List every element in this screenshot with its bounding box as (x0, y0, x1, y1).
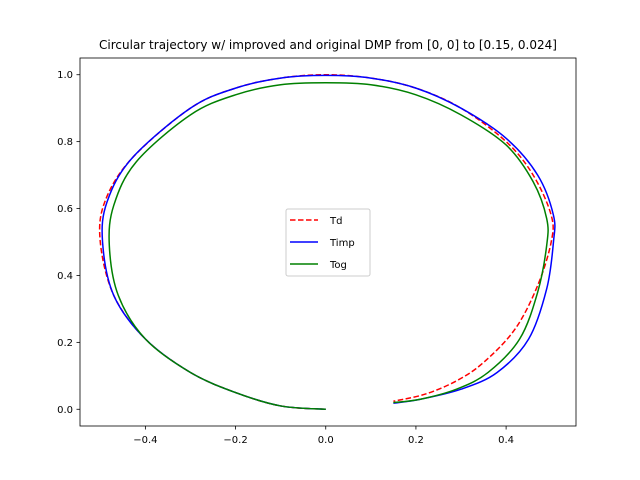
plot-area (79, 57, 577, 427)
legend-label-td: Td (329, 216, 342, 227)
legend: Td Timp Tog (285, 208, 371, 277)
x-tick-label: 0.2 (408, 435, 424, 446)
x-tick-label: −0.2 (223, 435, 247, 446)
y-tick-label: 0.6 (57, 204, 73, 215)
y-tick-label: 0.2 (57, 338, 73, 349)
y-tick-label: 0.0 (57, 405, 73, 416)
y-tick-label: 0.8 (57, 137, 73, 148)
chart-title: Circular trajectory w/ improved and orig… (99, 38, 557, 52)
x-tick-label: 0.0 (318, 435, 334, 446)
series-layer (98, 73, 556, 411)
y-axis: 0.0 0.2 0.4 0.6 0.8 1.0 (57, 70, 80, 416)
legend-box (285, 208, 371, 277)
x-tick-label: 0.4 (498, 435, 514, 446)
y-tick-label: 1.0 (57, 70, 73, 81)
y-tick-label: 0.4 (57, 271, 73, 282)
legend-label-timp: Timp (329, 238, 355, 249)
axes-frame (79, 57, 577, 427)
x-axis: −0.4 −0.2 0.0 0.2 0.4 (133, 426, 514, 446)
series-line-tog (108, 82, 549, 411)
x-tick-label: −0.4 (133, 435, 157, 446)
legend-label-tog: Tog (329, 260, 347, 271)
